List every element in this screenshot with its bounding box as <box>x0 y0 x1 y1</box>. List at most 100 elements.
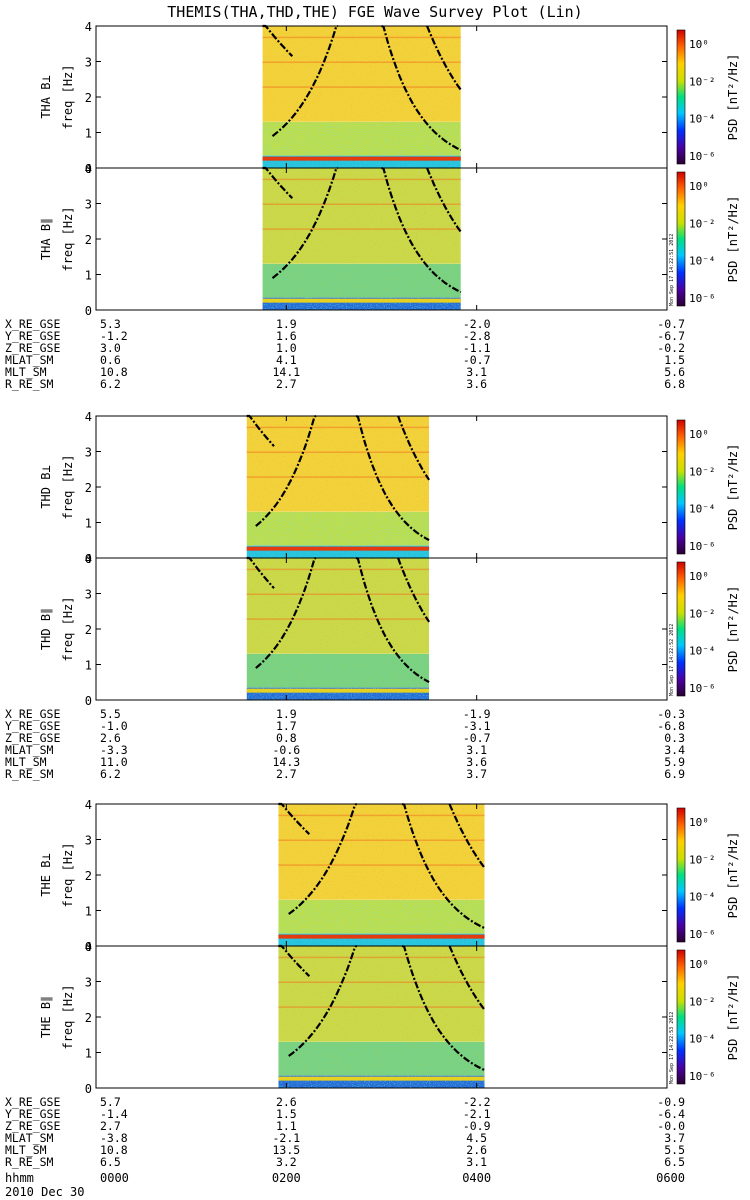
timestamp-stamp: Mon Sep 17 14:22:53 2012 <box>669 1012 675 1084</box>
ephemeris-value: 3.7 <box>664 1131 685 1145</box>
ephemeris-value: 2.6 <box>276 1095 297 1109</box>
ephemeris-value: 5.5 <box>664 1143 685 1157</box>
ephemeris-value: -0.7 <box>657 317 685 331</box>
panel-probe-label: THA B⊥ <box>39 75 53 118</box>
colorbar-tick-label: 10⁻⁴ <box>689 503 716 516</box>
ephemeris-row-label: Z_RE_GSE <box>5 731 60 745</box>
spectrogram-mid-band <box>278 1041 485 1076</box>
ephemeris-value: -2.1 <box>463 1107 491 1121</box>
ephemeris-value: 6.8 <box>664 377 685 391</box>
y-tick-label: 3 <box>85 446 92 460</box>
spectrogram-harmonic <box>262 61 461 63</box>
panel-probe-label: THE B⊥ <box>39 853 53 896</box>
ephemeris-value: -2.8 <box>463 329 491 343</box>
spectrogram-panel: 0 1 2 3 4 THE B⊥ freq [Hz] 10⁰ 10⁻² 10⁻⁴ 10⁻⁶ PSD [… <box>39 798 740 954</box>
spectrogram-harmonic <box>278 981 485 983</box>
ephemeris-value: 14.3 <box>272 755 300 769</box>
spectrogram-mid-band <box>262 263 461 298</box>
ephemeris-value: 0.3 <box>664 731 685 745</box>
ephemeris-value: -6.8 <box>657 719 685 733</box>
ephemeris-value: -1.1 <box>463 341 491 355</box>
spectrogram-mid-band <box>262 121 461 156</box>
y-tick-label: 3 <box>85 56 92 70</box>
ephemeris-value: 5.5 <box>100 707 121 721</box>
cyclotron-curve <box>381 24 462 152</box>
ephemeris-value: 6.2 <box>100 767 121 781</box>
spectrogram-harmonic <box>262 86 461 88</box>
cyclotron-curve <box>397 557 431 623</box>
ephemeris-value: 3.7 <box>466 767 487 781</box>
panel-probe-label: THD B⊥ <box>39 465 53 508</box>
colorbar-label: PSD [nT²/Hz] <box>726 586 740 673</box>
ephemeris-row-label: MLAT_SM <box>5 1131 54 1145</box>
ephemeris-value: 11.0 <box>100 755 128 769</box>
colorbar-label: PSD [nT²/Hz] <box>726 974 740 1061</box>
ephemeris-value: 2.7 <box>100 1119 121 1133</box>
spectrogram-panel: 0 1 2 3 4 THA B∥ freq [Hz] 10⁰ 10⁻² 10⁻⁴ 10⁻⁶ PSD [… <box>39 162 740 318</box>
cyclotron-curve <box>288 944 358 1057</box>
cyclotron-curve <box>255 414 317 527</box>
cyclotron-curve <box>271 166 339 279</box>
colorbar-tick-label: 10⁻⁶ <box>689 150 716 163</box>
spectrogram-harmonic <box>246 476 430 478</box>
cyclotron-curve <box>401 944 486 1072</box>
spectrogram-high-band <box>262 26 461 122</box>
y-tick-label: 0 <box>85 1082 92 1096</box>
ephemeris-value: -1.2 <box>100 329 128 343</box>
ephemeris-value: 3.1 <box>466 743 487 757</box>
spectrogram-panel: 0 1 2 3 4 THD B∥ freq [Hz] 10⁰ 10⁻² 10⁻⁴ 10⁻⁶ PSD [… <box>39 552 740 708</box>
y-tick-label: 0 <box>85 552 92 566</box>
colorbar-tick-label: 10⁻⁴ <box>689 1033 716 1046</box>
ephemeris-row-label: MLAT_SM <box>5 353 54 367</box>
ephemeris-value: -3.1 <box>463 719 491 733</box>
ephemeris-row-label: MLT_SM <box>5 755 47 769</box>
colorbar-tick-label: 10⁻⁶ <box>689 682 716 695</box>
ephemeris-value: 1.7 <box>276 719 297 733</box>
ephemeris-value: -2.0 <box>463 317 491 331</box>
y-tick-label: 4 <box>85 410 92 424</box>
ephemeris-value: -2.1 <box>272 1131 300 1145</box>
spectrogram-high-band <box>246 558 430 654</box>
cyclotron-curve <box>271 24 339 137</box>
colorbar-tick-label: 10⁰ <box>689 570 709 583</box>
ephemeris-value: 10.8 <box>100 1143 128 1157</box>
ephemeris-row-label: Y_RE_GSE <box>5 719 60 733</box>
y-tick-label: 0 <box>85 162 92 176</box>
ephemeris-value: -3.8 <box>100 1131 128 1145</box>
panel-probe-label: THE B∥ <box>39 996 53 1038</box>
colorbar-tick-label: 10⁻⁴ <box>689 645 716 658</box>
ephemeris-row-label: MLT_SM <box>5 365 47 379</box>
ephemeris-row-label: R_RE_SM <box>5 1155 54 1169</box>
spectrogram-harmonic <box>246 451 430 453</box>
x-tick-label: 0000 <box>100 1171 129 1185</box>
spectrogram-panel: 0 1 2 3 4 THA B⊥ freq [Hz] 10⁰ 10⁻² 10⁻⁴ 10⁻⁶ PSD [… <box>39 20 740 176</box>
y-tick-label: 3 <box>85 834 92 848</box>
colorbar-tick-label: 10⁰ <box>689 816 709 829</box>
ephemeris-value: 1.9 <box>276 317 297 331</box>
figure-title: THEMIS(THA,THD,THE) FGE Wave Survey Plot… <box>167 3 582 21</box>
ephemeris-block: X_RE_GSE 5.3 1.9 -2.0 -0.7 Y_RE_GSE -1.2 1.6 -2.… <box>5 317 685 391</box>
spectrogram-high-band <box>278 946 485 1042</box>
y-tick-label: 3 <box>85 588 92 602</box>
colorbar-tick-label: 10⁻⁶ <box>689 928 716 941</box>
colorbar-label: PSD [nT²/Hz] <box>726 444 740 531</box>
spectrogram-harmonic <box>262 228 461 230</box>
spectrogram-mid-band <box>278 899 485 934</box>
colorbar-tick-label: 10⁻⁶ <box>689 1070 716 1083</box>
y-tick-label: 1 <box>85 905 92 919</box>
y-tick-label: 2 <box>85 91 92 105</box>
colorbar-label: PSD [nT²/Hz] <box>726 196 740 283</box>
ephemeris-value: 2.7 <box>276 377 297 391</box>
colorbar-tick-label: 10⁰ <box>689 180 709 193</box>
spectrogram-line-band <box>246 688 430 693</box>
ephemeris-value: 6.5 <box>664 1155 685 1169</box>
cyclotron-curve <box>448 803 486 869</box>
spectrogram-panel: 0 1 2 3 4 THD B⊥ freq [Hz] 10⁰ 10⁻² 10⁻⁴ 10⁻⁶ PSD [… <box>39 410 740 566</box>
cyclotron-curve <box>288 802 358 915</box>
spectrogram-harmonic <box>278 956 485 959</box>
ephemeris-value: 1.0 <box>276 341 297 355</box>
y-tick-label: 3 <box>85 198 92 212</box>
ephemeris-value: 6.5 <box>100 1155 121 1169</box>
x-tick-label: 0600 <box>656 1171 685 1185</box>
colorbar-tick-label: 10⁻² <box>689 853 716 866</box>
